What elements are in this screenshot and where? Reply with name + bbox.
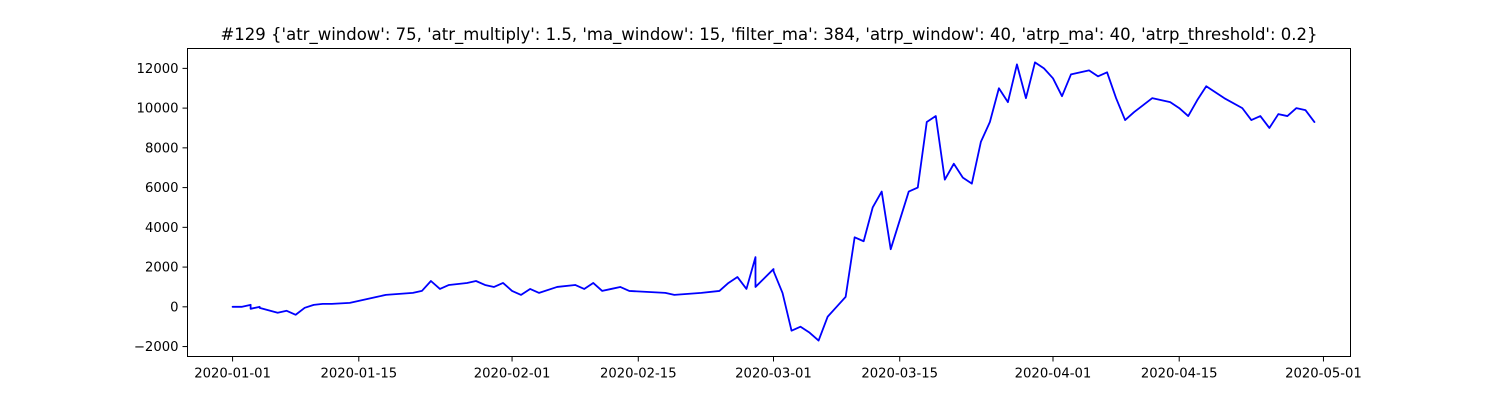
x-tick-label: 2020-01-01 (194, 367, 271, 382)
y-tick-label: 4000 (145, 221, 179, 236)
y-tick-label: 2000 (145, 261, 179, 276)
plot-area (231, 61, 1316, 342)
x-tick-label: 2020-05-01 (1285, 367, 1362, 382)
y-tick-label: 10000 (137, 102, 179, 117)
y-tick-label: 6000 (145, 181, 179, 196)
x-tick-label: 2020-04-15 (1141, 367, 1218, 382)
series-line-0 (231, 61, 1316, 342)
y-tick-label: 0 (170, 300, 178, 315)
y-tick-label: 8000 (145, 141, 179, 156)
x-tick-label: 2020-03-15 (861, 367, 938, 382)
x-tick-label: 2020-04-01 (1015, 367, 1092, 382)
chart-title: #129 {'atr_window': 75, 'atr_multiply': … (220, 25, 1317, 45)
x-tick-label: 2020-02-01 (474, 367, 551, 382)
x-tick-label: 2020-03-01 (735, 367, 812, 382)
y-tick-label: −2000 (134, 340, 179, 355)
y-axis: −2000 0 2000 4000 6000 8000 10000 12000 (134, 62, 188, 355)
y-tick-label: 12000 (137, 62, 179, 77)
x-tick-label: 2020-02-15 (600, 367, 677, 382)
axes-frame (187, 48, 1351, 357)
x-axis: 2020-01-01 2020-01-15 2020-02-01 2020-02-15… (194, 356, 1362, 382)
x-tick-label: 2020-01-15 (320, 367, 397, 382)
